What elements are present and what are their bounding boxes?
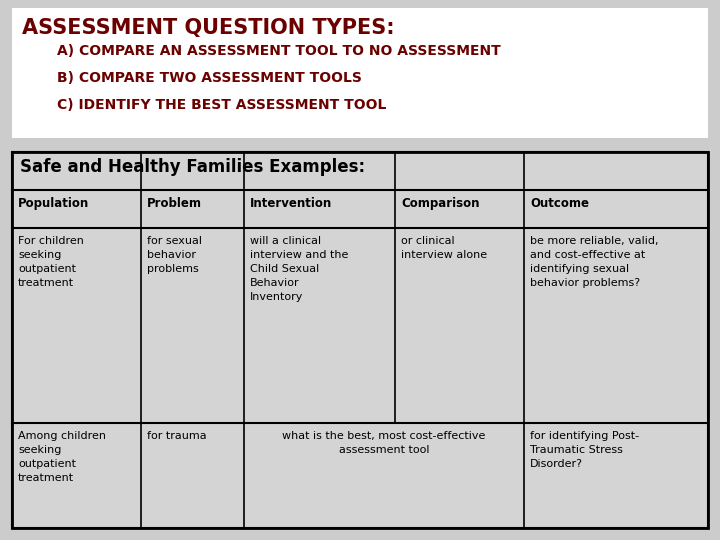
Text: A) COMPARE AN ASSESSMENT TOOL TO NO ASSESSMENT: A) COMPARE AN ASSESSMENT TOOL TO NO ASSE… [57, 44, 500, 58]
Text: for identifying Post-
Traumatic Stress
Disorder?: for identifying Post- Traumatic Stress D… [530, 431, 639, 469]
Text: Intervention: Intervention [250, 197, 332, 210]
Text: will a clinical
interview and the
Child Sexual
Behavior
Inventory: will a clinical interview and the Child … [250, 236, 348, 302]
Text: be more reliable, valid,
and cost-effective at
identifying sexual
behavior probl: be more reliable, valid, and cost-effect… [530, 236, 659, 288]
Text: for sexual
behavior
problems: for sexual behavior problems [147, 236, 202, 274]
Text: Comparison: Comparison [402, 197, 480, 210]
Text: Among children
seeking
outpatient
treatment: Among children seeking outpatient treatm… [18, 431, 106, 483]
Text: Outcome: Outcome [530, 197, 589, 210]
Text: C) IDENTIFY THE BEST ASSESSMENT TOOL: C) IDENTIFY THE BEST ASSESSMENT TOOL [57, 98, 387, 112]
Text: For children
seeking
outpatient
treatment: For children seeking outpatient treatmen… [18, 236, 84, 288]
Text: Problem: Problem [147, 197, 202, 210]
Text: or clinical
interview alone: or clinical interview alone [402, 236, 487, 260]
Text: what is the best, most cost-effective
assessment tool: what is the best, most cost-effective as… [282, 431, 486, 455]
Text: ASSESSMENT QUESTION TYPES:: ASSESSMENT QUESTION TYPES: [22, 18, 395, 38]
Text: Population: Population [18, 197, 89, 210]
Text: B) COMPARE TWO ASSESSMENT TOOLS: B) COMPARE TWO ASSESSMENT TOOLS [57, 71, 362, 85]
Text: Safe and Healthy Families Examples:: Safe and Healthy Families Examples: [20, 158, 365, 176]
Text: for trauma: for trauma [147, 431, 207, 441]
